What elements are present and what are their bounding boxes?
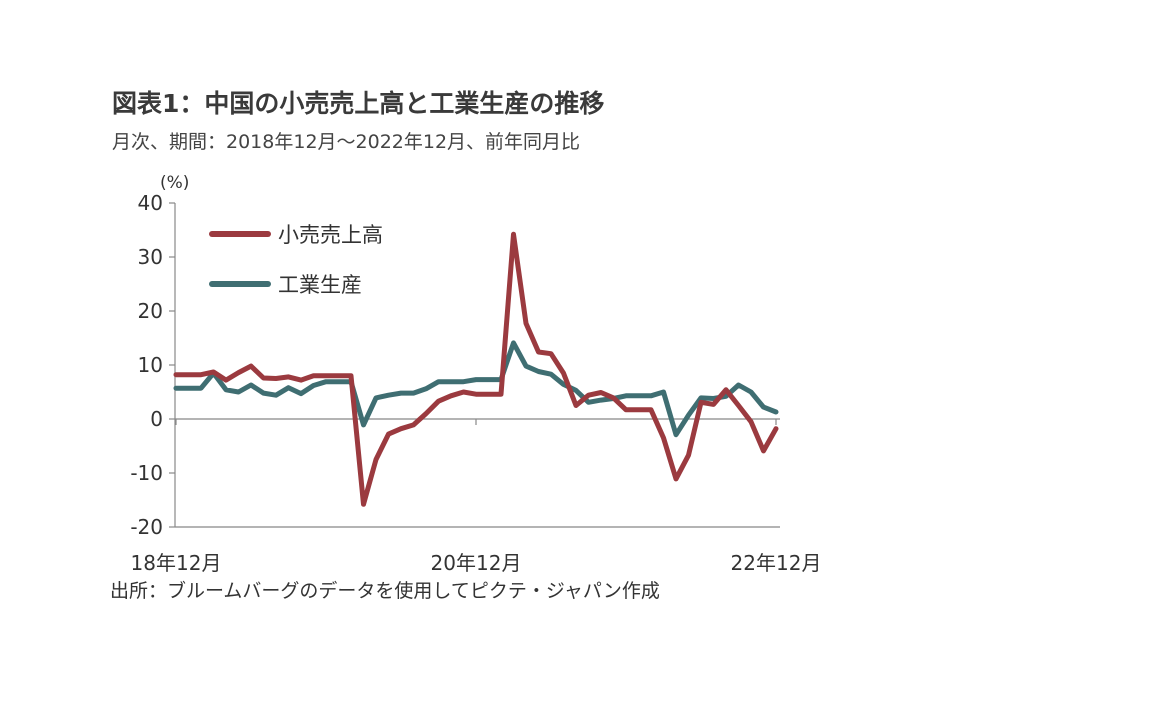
y-tick-label: -20 xyxy=(130,515,163,539)
x-tick-label: 22年12月 xyxy=(731,551,822,575)
series-lines xyxy=(173,231,779,507)
axes xyxy=(169,202,780,528)
y-axis-unit: (%) xyxy=(160,173,189,193)
y-tick-label: -10 xyxy=(130,461,163,485)
y-tick-label: 40 xyxy=(138,191,163,215)
legend-label: 工業生産 xyxy=(278,273,362,297)
y-tick-label: 30 xyxy=(138,245,163,269)
series-line-工業生産 xyxy=(173,340,779,438)
y-tick-label: 0 xyxy=(150,407,163,431)
y-tick-labels: 40 30 20 10 0 -10 -20 xyxy=(130,191,163,539)
x-tick-label: 20年12月 xyxy=(431,551,522,575)
series-line-小売売上高 xyxy=(173,231,779,507)
chart-title: 図表1：中国の小売売上高と工業生産の推移 xyxy=(112,89,605,118)
y-tick-label: 20 xyxy=(138,299,163,323)
legend-label: 小売売上高 xyxy=(278,223,383,247)
chart-subtitle: 月次、期間：2018年12月～2022年12月、前年同月比 xyxy=(112,131,581,153)
x-tick-labels: 18年12月 20年12月 22年12月 xyxy=(131,551,822,575)
y-tick-label: 10 xyxy=(138,353,163,377)
x-tick-label: 18年12月 xyxy=(131,551,222,575)
source-note: 出所：ブルームバーグのデータを使用してピクテ・ジャパン作成 xyxy=(110,580,660,602)
